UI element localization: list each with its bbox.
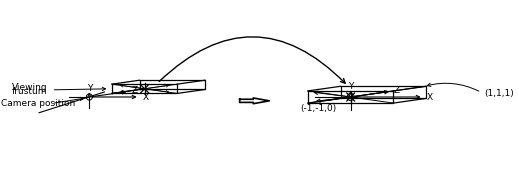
- Text: frustum: frustum: [11, 87, 47, 96]
- FancyArrowPatch shape: [427, 83, 479, 91]
- Text: X: X: [427, 93, 433, 101]
- Text: (1,1,1): (1,1,1): [484, 89, 514, 98]
- Text: Z: Z: [131, 86, 138, 95]
- Text: X: X: [143, 93, 148, 101]
- Text: Y: Y: [87, 85, 92, 94]
- Text: (-1,-1,0): (-1,-1,0): [301, 104, 337, 113]
- Text: Z: Z: [394, 86, 400, 95]
- Text: Y: Y: [348, 82, 353, 91]
- Text: Camera position: Camera position: [2, 99, 76, 108]
- Text: Viewing: Viewing: [11, 83, 47, 92]
- FancyArrowPatch shape: [159, 37, 345, 83]
